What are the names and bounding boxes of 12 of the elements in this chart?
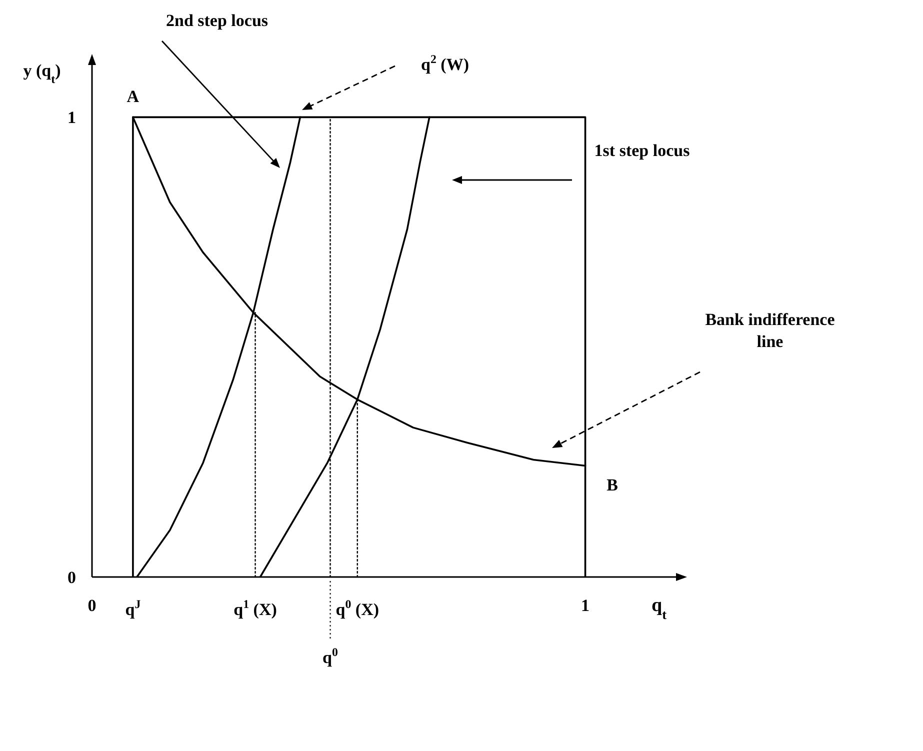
- annotation: 1st step locus: [594, 141, 690, 160]
- x-axis-title: q$_{t}$: [651, 595, 668, 622]
- annotation: B: [606, 476, 618, 495]
- annotation: q$^{0}$: [322, 645, 338, 667]
- annotation: A: [126, 87, 140, 106]
- annotation: q$^{J}$: [125, 597, 141, 619]
- annotation: q$^{0}$ (X): [336, 597, 380, 619]
- annotation: q$^{1}$ (X): [234, 597, 277, 619]
- text: 2nd step locus: [166, 11, 268, 30]
- y-axis-title: y (q$_{t}$): [23, 61, 61, 86]
- text: Bank indifference line: [705, 310, 836, 351]
- annotation: q$^{2}$ (W): [421, 52, 469, 74]
